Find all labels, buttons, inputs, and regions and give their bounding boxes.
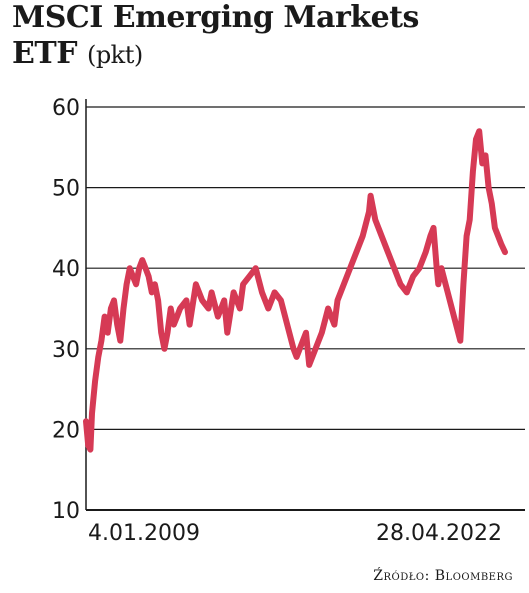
x-axis-labels: 4.01.2009 28.04.2022 [88,521,502,546]
y-tick-label: 50 [52,177,80,202]
chart-title-name: ETF [12,36,78,71]
series-line [83,128,508,453]
x-tick-label: 4.01.2009 [88,521,200,546]
source-note: Źródło: Bloomberg [373,568,513,584]
y-tick-label: 60 [52,96,80,121]
y-tick-label: 40 [52,257,80,282]
x-tick-label: 28.04.2022 [376,521,502,546]
gridlines [85,99,525,511]
series-lines [83,128,508,453]
y-tick-label: 20 [52,418,80,443]
y-tick-label: 10 [52,499,80,524]
y-tick-label: 30 [52,338,80,363]
chart-title-line-1: MSCI Emerging Markets [12,0,419,35]
chart-title: MSCI Emerging Markets ETF (pkt) [12,0,419,73]
chart-title-unit: (pkt) [86,41,143,69]
chart-title-line-2: ETF (pkt) [12,36,419,73]
y-axis-labels: 10 20 30 40 50 60 [52,96,80,524]
